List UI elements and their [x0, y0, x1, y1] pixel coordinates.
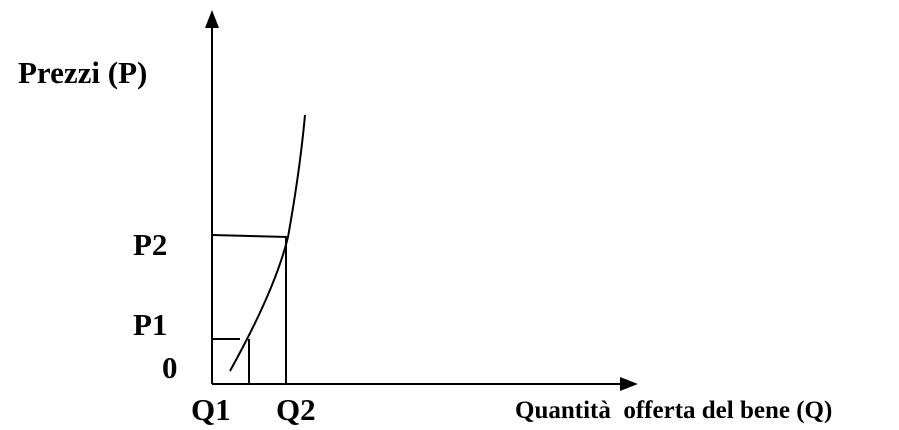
origin-tick-label: 0 — [162, 350, 178, 385]
y-axis-label: Prezzi (P) — [18, 55, 147, 90]
y-axis-arrowhead — [205, 10, 219, 28]
p2-tick-label: P2 — [133, 227, 167, 262]
p2-guide-line — [212, 235, 288, 237]
q1-tick-label: Q1 — [191, 392, 231, 427]
p1-tick-label: P1 — [133, 307, 167, 342]
q2-tick-label: Q2 — [276, 392, 316, 427]
supply-curve — [230, 115, 305, 371]
x-axis-label: Quantità offerta del bene (Q) — [515, 397, 832, 424]
x-axis-arrowhead — [620, 377, 638, 391]
